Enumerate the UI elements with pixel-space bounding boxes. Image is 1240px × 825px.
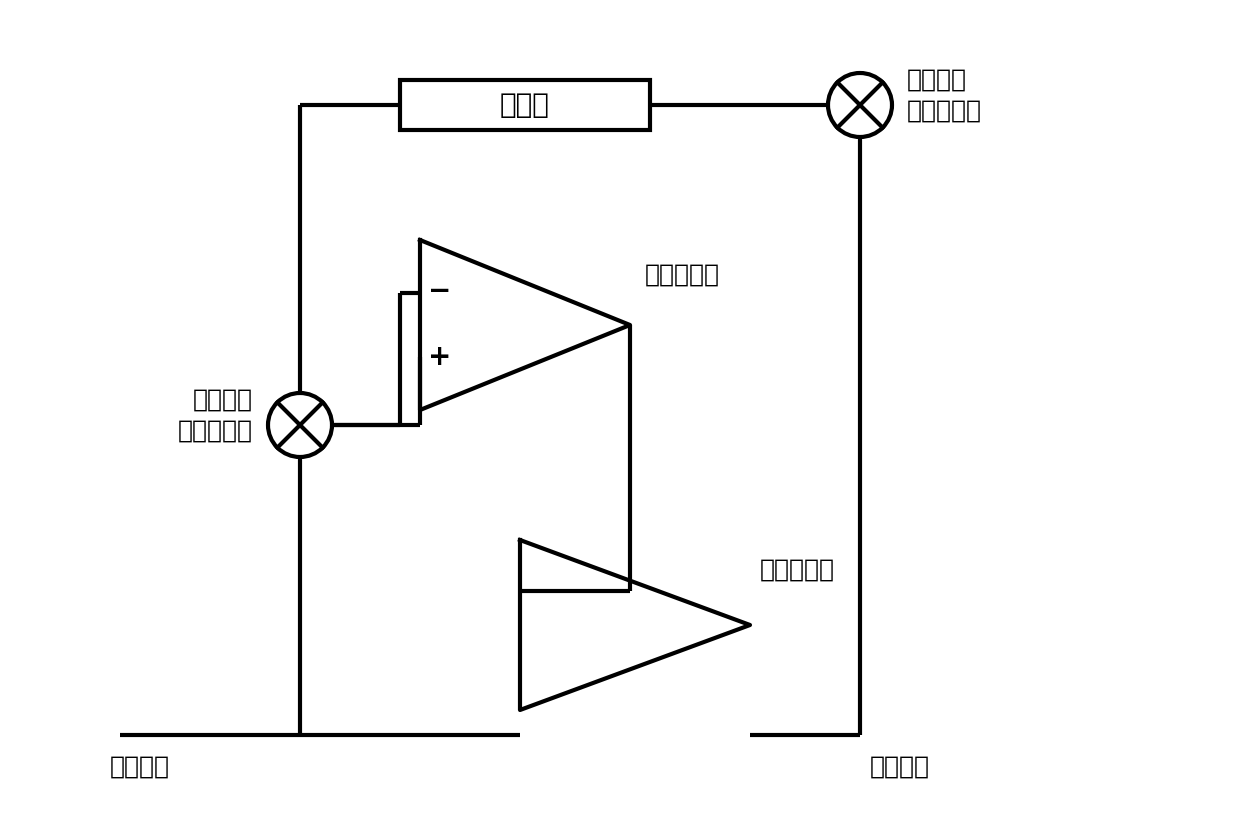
Text: 包络放大器: 包络放大器 bbox=[645, 263, 720, 287]
Text: 输入信号
包络检波器: 输入信号 包络检波器 bbox=[179, 387, 253, 443]
Text: 功率放大器: 功率放大器 bbox=[760, 558, 835, 582]
Text: +: + bbox=[428, 343, 451, 371]
Text: 衰减器: 衰减器 bbox=[500, 91, 549, 119]
Text: −: − bbox=[428, 276, 451, 304]
Bar bbox=[401, 80, 650, 130]
Text: 射频输入: 射频输入 bbox=[110, 755, 170, 779]
Text: 输出信号
包络检波器: 输出信号 包络检波器 bbox=[906, 67, 982, 123]
Text: 射频输出: 射频输出 bbox=[870, 755, 930, 779]
